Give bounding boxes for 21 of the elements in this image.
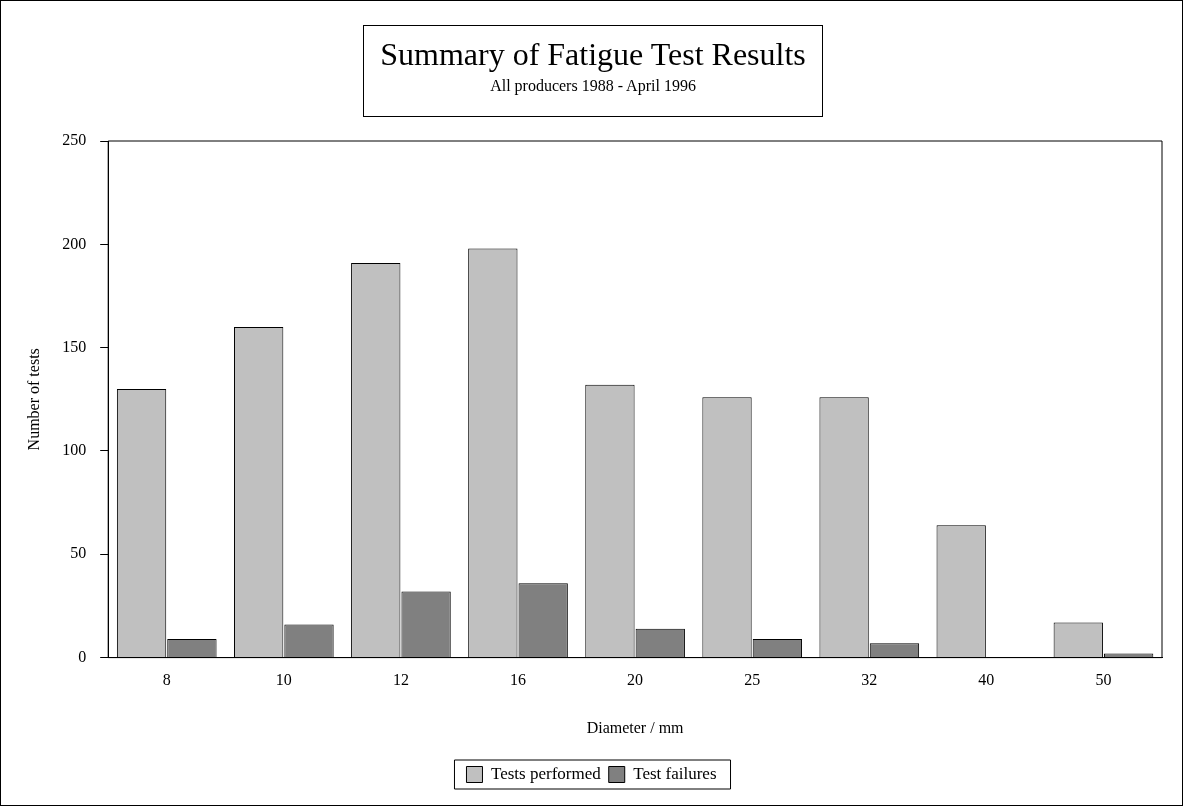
chart-title: Summary of Fatigue Test Results <box>379 36 807 73</box>
y-tick-label: 250 <box>62 131 87 149</box>
x-tick-label: 50 <box>1095 671 1112 689</box>
legend-label: Test failures <box>633 763 717 783</box>
y-tick-label: 0 <box>78 647 87 665</box>
x-tick-label: 20 <box>627 671 644 689</box>
y-tick-label: 200 <box>62 234 87 252</box>
x-tick-label: 40 <box>978 671 995 689</box>
x-tick-label: 10 <box>275 671 292 689</box>
x-tick-label: 25 <box>744 671 761 689</box>
y-axis-title: Number of tests <box>24 348 42 451</box>
y-tick-label: 50 <box>70 544 87 562</box>
x-tick-label: 8 <box>162 671 171 689</box>
y-tick-label: 150 <box>62 337 87 355</box>
x-tick-label: 32 <box>861 671 878 689</box>
x-tick-label: 16 <box>510 671 527 689</box>
y-tick-label: 100 <box>62 441 87 459</box>
chart-subtitle: All producers 1988 - April 1996 <box>489 77 697 95</box>
x-axis-title: Diameter / mm <box>586 718 685 736</box>
legend-label: Tests performed <box>490 763 602 783</box>
x-tick-label: 12 <box>392 671 409 689</box>
